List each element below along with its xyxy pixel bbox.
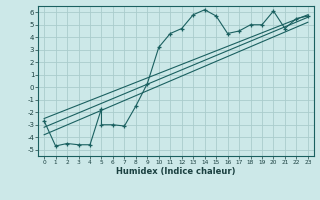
X-axis label: Humidex (Indice chaleur): Humidex (Indice chaleur)	[116, 167, 236, 176]
